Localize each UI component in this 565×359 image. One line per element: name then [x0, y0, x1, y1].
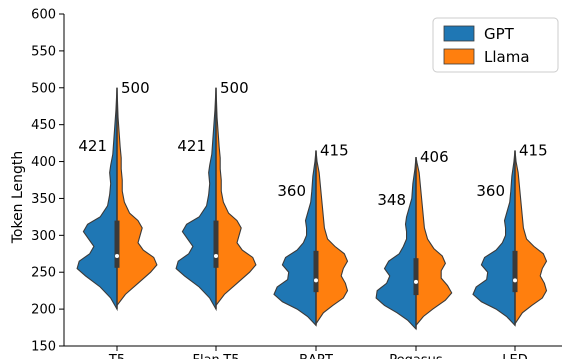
y-tick-label: 150: [31, 340, 56, 355]
iqr-box-led: [512, 250, 518, 293]
y-tick-label: 300: [31, 229, 56, 244]
iqr-box-flan-t5: [213, 220, 219, 268]
x-tick-label: Flan-T5: [192, 353, 239, 359]
violin-gpt-flan-t5: [175, 87, 217, 312]
iqr-box-pegasus: [413, 258, 419, 296]
x-tick-label: LED: [502, 353, 527, 359]
annotation-flan-t5-left: 421: [177, 137, 206, 155]
legend-swatch-llama: [443, 48, 475, 65]
plot-area: [76, 87, 548, 331]
x-tick-label: Pegasus: [389, 353, 443, 359]
violin-gpt-bart: [273, 150, 317, 327]
legend-label-llama: Llama: [484, 48, 530, 66]
y-tick-label: 250: [31, 266, 56, 281]
x-axis: T5 Flan-T5 BART Pegasus LED: [64, 345, 562, 359]
annotation-led-left: 360: [476, 182, 505, 200]
y-tick-label: 450: [31, 118, 56, 133]
violin-llama-pegasus: [415, 157, 453, 327]
violin-llama-flan-t5: [215, 87, 257, 308]
annotation-led-right: 415: [519, 141, 548, 159]
violin-llama-bart: [315, 150, 349, 326]
legend: GPT Llama: [432, 17, 559, 73]
median-dot-flan-t5: [214, 253, 218, 258]
y-tick-label: 550: [31, 44, 56, 59]
median-dot-t5: [115, 253, 119, 258]
annotation-bart-left: 360: [277, 182, 306, 200]
y-tick-label: 350: [31, 192, 56, 207]
median-dot-led: [513, 278, 517, 283]
y-tick-label: 500: [31, 81, 56, 96]
violin-gpt-t5: [76, 87, 118, 312]
annotation-pegasus-left: 348: [377, 191, 406, 209]
y-tick-label: 400: [31, 155, 56, 170]
annotations: 421 500 421 500 360 415 348 406 360 415: [78, 79, 547, 209]
y-axis-label: Token Length: [10, 151, 26, 245]
x-tick-label: T5: [108, 353, 125, 359]
annotation-bart-right: 415: [320, 141, 349, 159]
y-axis: 150 200 250 300 350 400 450 500 550 600: [31, 8, 65, 355]
annotation-pegasus-right: 406: [420, 148, 449, 166]
violin-llama-t5: [116, 87, 158, 308]
violin-gpt-pegasus: [375, 157, 417, 331]
annotation-t5-left: 421: [78, 137, 107, 155]
x-tick-label: BART: [299, 353, 333, 359]
annotation-flan-t5-right: 500: [220, 79, 249, 97]
legend-label-gpt: GPT: [484, 25, 515, 43]
legend-swatch-gpt: [443, 25, 475, 42]
median-dot-bart: [314, 278, 318, 283]
annotation-t5-right: 500: [121, 79, 150, 97]
iqr-box-bart: [313, 250, 319, 293]
y-tick-label: 200: [31, 303, 56, 318]
y-tick-label: 600: [31, 8, 56, 23]
violin-llama-led: [514, 150, 548, 326]
median-dot-pegasus: [414, 279, 418, 284]
iqr-box-t5: [114, 220, 120, 268]
violin-gpt-led: [472, 150, 516, 327]
